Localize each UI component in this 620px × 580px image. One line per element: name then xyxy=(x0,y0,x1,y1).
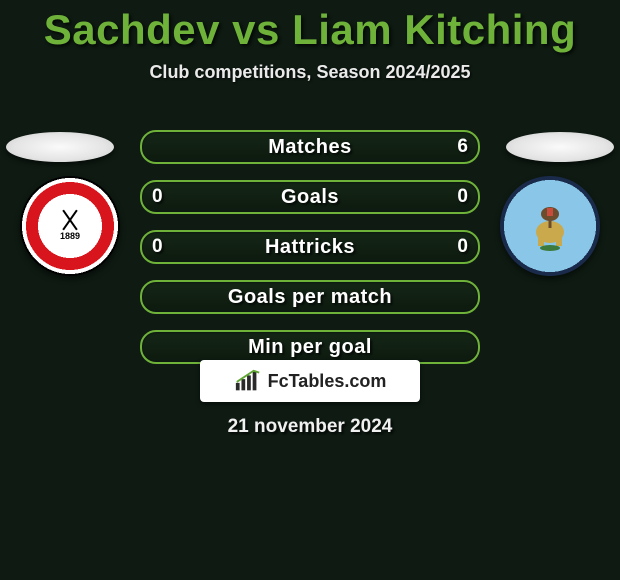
stat-rows: Matches 6 0 Goals 0 0 Hattricks 0 Goals … xyxy=(140,130,480,380)
swords-icon xyxy=(55,211,85,231)
stat-label: Hattricks xyxy=(265,236,355,259)
brand-box: FcTables.com xyxy=(200,360,420,402)
stat-row-matches: Matches 6 xyxy=(140,130,480,164)
page-subtitle: Club competitions, Season 2024/2025 xyxy=(0,62,620,83)
stat-left: 0 xyxy=(152,182,163,212)
stat-row-mpg: Min per goal xyxy=(140,330,480,364)
page-title: Sachdev vs Liam Kitching xyxy=(0,6,620,54)
elephant-icon xyxy=(520,196,580,256)
club-crest-left-inner: 1889 xyxy=(20,176,120,276)
stat-label: Min per goal xyxy=(248,336,372,359)
stat-left: 0 xyxy=(152,232,163,262)
crest-year: 1889 xyxy=(60,231,80,241)
stat-row-goals: 0 Goals 0 xyxy=(140,180,480,214)
player-right-platform xyxy=(506,132,614,162)
stat-label: Goals xyxy=(281,186,339,209)
club-crest-right xyxy=(500,176,600,276)
stat-row-gpm: Goals per match xyxy=(140,280,480,314)
club-crest-right-inner xyxy=(500,176,600,276)
stat-row-hattricks: 0 Hattricks 0 xyxy=(140,230,480,264)
brand-text: FcTables.com xyxy=(268,371,387,392)
bars-icon xyxy=(234,369,262,393)
date-text: 21 november 2024 xyxy=(0,416,620,438)
stat-label: Matches xyxy=(268,136,352,159)
stat-right: 0 xyxy=(457,182,468,212)
stat-label: Goals per match xyxy=(228,286,392,309)
club-crest-left: 1889 xyxy=(20,176,120,276)
comparison-card: Sachdev vs Liam Kitching Club competitio… xyxy=(0,6,620,580)
stat-right: 6 xyxy=(457,132,468,162)
player-left-platform xyxy=(6,132,114,162)
stat-right: 0 xyxy=(457,232,468,262)
